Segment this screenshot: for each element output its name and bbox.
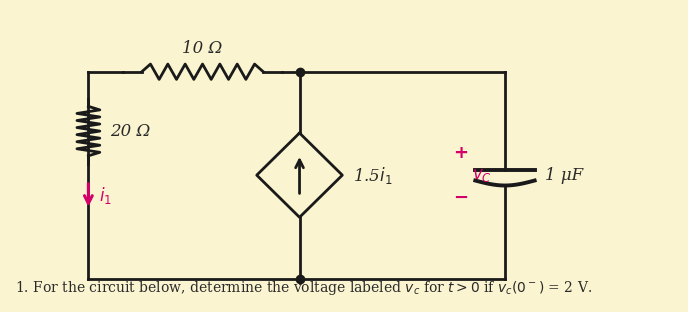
Text: $v_C$: $v_C$ [473, 167, 493, 184]
Text: $i_1$: $i_1$ [98, 185, 111, 206]
Text: 1. For the circuit below, determine the voltage labeled $v_c$ for $t>0$ if $v_c(: 1. For the circuit below, determine the … [15, 279, 592, 297]
Text: 1.5$i_1$: 1.5$i_1$ [352, 165, 392, 186]
Text: +: + [453, 144, 469, 162]
Text: 20 Ω: 20 Ω [110, 123, 150, 139]
Text: 10 Ω: 10 Ω [182, 40, 223, 57]
Text: 1 μF: 1 μF [545, 167, 583, 184]
Text: −: − [453, 189, 469, 207]
